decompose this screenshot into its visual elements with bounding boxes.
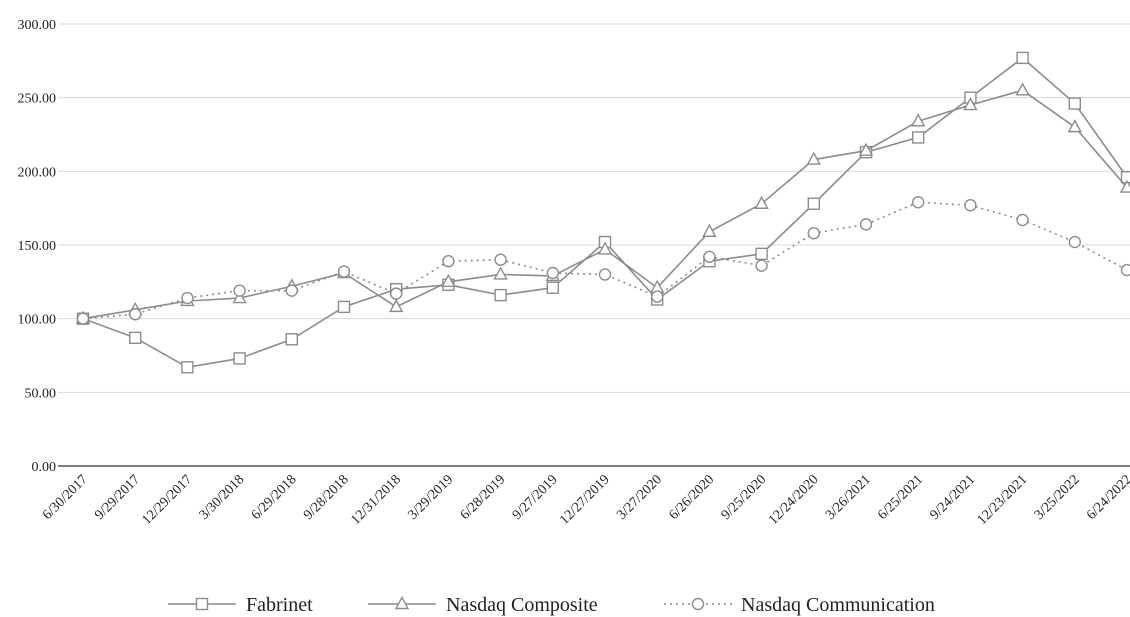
data-point xyxy=(807,227,820,240)
legend-label: Nasdaq Composite xyxy=(446,594,598,616)
y-tick-label: 250.00 xyxy=(18,92,57,107)
gridlines xyxy=(58,23,1130,467)
y-tick-label: 300.00 xyxy=(18,18,57,33)
data-point xyxy=(912,131,925,144)
data-point xyxy=(964,199,977,212)
data-point xyxy=(232,290,247,304)
y-tick-label: 200.00 xyxy=(18,165,57,180)
data-point xyxy=(1067,119,1082,133)
data-point xyxy=(546,266,559,280)
data-point xyxy=(1016,213,1029,227)
data-point xyxy=(128,331,142,345)
data-point xyxy=(702,223,717,237)
data-point xyxy=(494,253,507,266)
x-tick-label: 9/28/2018 xyxy=(301,472,352,523)
data-point xyxy=(76,312,90,325)
data-point xyxy=(1068,97,1082,110)
legend-marker xyxy=(195,597,209,611)
x-tick-label: 3/26/2021 xyxy=(823,472,874,523)
legend-marker xyxy=(691,597,705,611)
x-tick-label: 9/27/2019 xyxy=(510,472,561,523)
y-axis-tick-labels: 0.00 50.00 100.00 150.00 200.00 250.00 300.00 xyxy=(18,18,57,475)
x-tick-label: 6/29/2018 xyxy=(249,472,300,523)
legend-item-fabrinet: Fabrinet xyxy=(168,594,313,616)
data-point xyxy=(546,281,559,294)
data-point xyxy=(181,291,194,305)
data-point xyxy=(807,197,820,210)
x-tick-label: 6/26/2020 xyxy=(666,472,717,523)
series-line-nasdaq-communication xyxy=(82,201,1128,320)
x-tick-label: 3/29/2019 xyxy=(405,472,456,523)
data-point xyxy=(911,113,926,127)
x-tick-label: 6/24/2022 xyxy=(1084,472,1130,523)
data-point xyxy=(597,241,613,255)
x-tick-label: 9/24/2021 xyxy=(927,472,978,523)
series-nasdaq-communication xyxy=(76,196,1130,325)
x-tick-label: 6/25/2021 xyxy=(875,472,926,523)
y-tick-label: 0.00 xyxy=(32,460,57,475)
data-point xyxy=(598,268,612,281)
data-point xyxy=(285,284,298,297)
x-tick-label: 9/29/2017 xyxy=(92,472,143,523)
y-tick-label: 50.00 xyxy=(25,386,57,401)
data-point xyxy=(1016,51,1029,65)
data-point xyxy=(493,266,508,280)
data-point xyxy=(285,333,298,346)
data-point xyxy=(858,142,874,156)
data-point xyxy=(390,287,403,300)
legend-label: Nasdaq Communication xyxy=(741,594,935,616)
data-point xyxy=(859,218,873,231)
x-tick-label: 3/30/2018 xyxy=(197,472,248,523)
data-point xyxy=(806,151,821,165)
data-point xyxy=(233,284,246,297)
data-point xyxy=(233,352,246,365)
data-point xyxy=(912,196,925,209)
series-lines xyxy=(75,51,1130,374)
legend-item-nasdaq-composite: Nasdaq Composite xyxy=(368,594,598,616)
data-point xyxy=(1015,82,1030,96)
data-point xyxy=(703,250,716,263)
data-point xyxy=(337,265,351,278)
x-tick-label: 6/30/2017 xyxy=(40,472,91,523)
legend-item-nasdaq-communication: Nasdaq Communication xyxy=(664,594,935,616)
data-point xyxy=(389,298,404,313)
data-point xyxy=(1068,235,1082,249)
x-tick-label: 6/28/2019 xyxy=(458,472,509,523)
data-point xyxy=(442,255,455,268)
data-point xyxy=(963,97,978,111)
y-tick-label: 100.00 xyxy=(18,313,57,328)
data-point xyxy=(1120,263,1130,277)
data-point xyxy=(494,288,507,302)
data-point xyxy=(337,300,351,314)
data-point xyxy=(181,361,194,374)
x-tick-label: 9/25/2020 xyxy=(719,472,770,523)
data-point xyxy=(651,290,664,303)
x-tick-label: 12/23/2021 xyxy=(975,472,1031,528)
x-tick-label: 12/24/2020 xyxy=(766,472,822,528)
data-point xyxy=(128,308,142,321)
x-tick-label: 12/29/2017 xyxy=(140,472,196,528)
data-point xyxy=(755,247,768,261)
y-tick-label: 150.00 xyxy=(18,239,57,254)
x-tick-label: 12/27/2019 xyxy=(557,472,613,528)
data-point xyxy=(441,273,456,288)
data-point xyxy=(1120,171,1130,184)
legend-marker xyxy=(394,596,410,610)
x-tick-label: 3/27/2020 xyxy=(614,472,665,523)
data-point xyxy=(754,195,769,209)
legend: Fabrinet Nasdaq Composite Nasdaq Communica… xyxy=(168,594,935,616)
x-tick-label: 12/31/2018 xyxy=(348,472,404,528)
legend-label: Fabrinet xyxy=(246,594,313,616)
x-tick-label: 3/25/2022 xyxy=(1032,472,1083,523)
data-point xyxy=(1119,179,1130,193)
data-point xyxy=(755,259,768,272)
